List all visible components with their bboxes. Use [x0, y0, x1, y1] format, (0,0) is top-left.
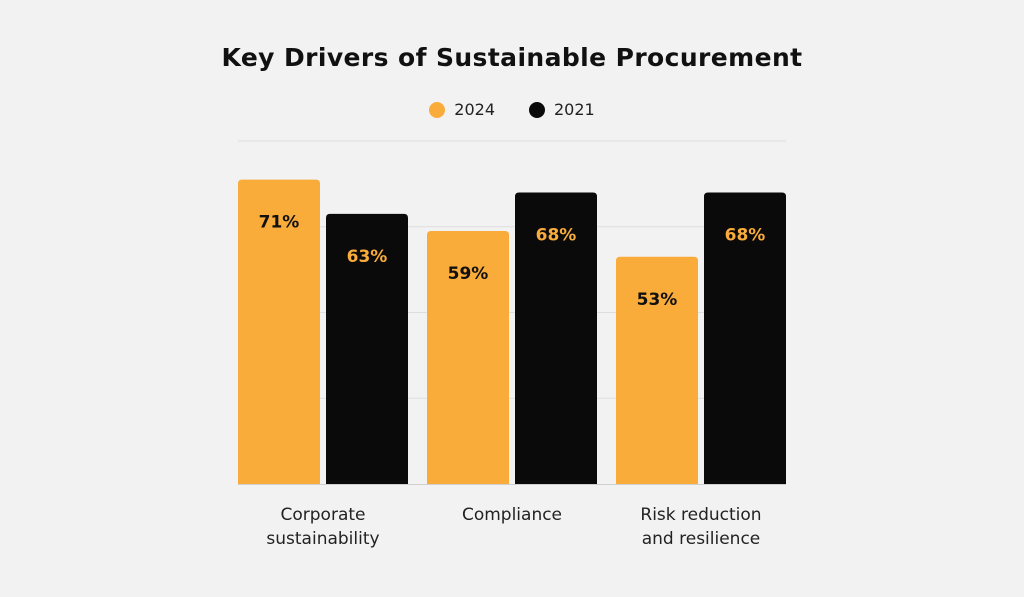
- data-label-2021-1: 68%: [536, 225, 577, 245]
- legend-label-2021: 2021: [554, 100, 595, 119]
- bar-2021-1: [515, 192, 597, 484]
- data-label-2024-2: 53%: [637, 290, 678, 310]
- legend-label-2024: 2024: [454, 100, 495, 119]
- category-label-2: Risk reduction and resilience: [640, 505, 762, 549]
- legend: 2024 2021: [0, 100, 1024, 119]
- bar-2024-0: [238, 179, 320, 484]
- category-label-0: Corporate sustainability: [266, 505, 380, 549]
- legend-item-2024: 2024: [429, 100, 495, 119]
- bar-2024-1: [427, 231, 509, 484]
- data-label-2021-0: 63%: [347, 247, 388, 267]
- data-label-2021-2: 68%: [725, 225, 766, 245]
- data-label-2024-0: 71%: [259, 213, 300, 233]
- bar-2021-2: [704, 192, 786, 484]
- data-label-2024-1: 59%: [448, 264, 489, 284]
- category-label-1: Compliance: [461, 505, 563, 525]
- chart-title: Key Drivers of Sustainable Procurement: [221, 43, 803, 72]
- legend-swatch-2021: [529, 101, 545, 118]
- legend-swatch-2024: [429, 101, 446, 118]
- bar-2021-0: [326, 213, 408, 484]
- legend-item-2021: 2021: [529, 100, 595, 119]
- bar-2024-2: [616, 256, 698, 484]
